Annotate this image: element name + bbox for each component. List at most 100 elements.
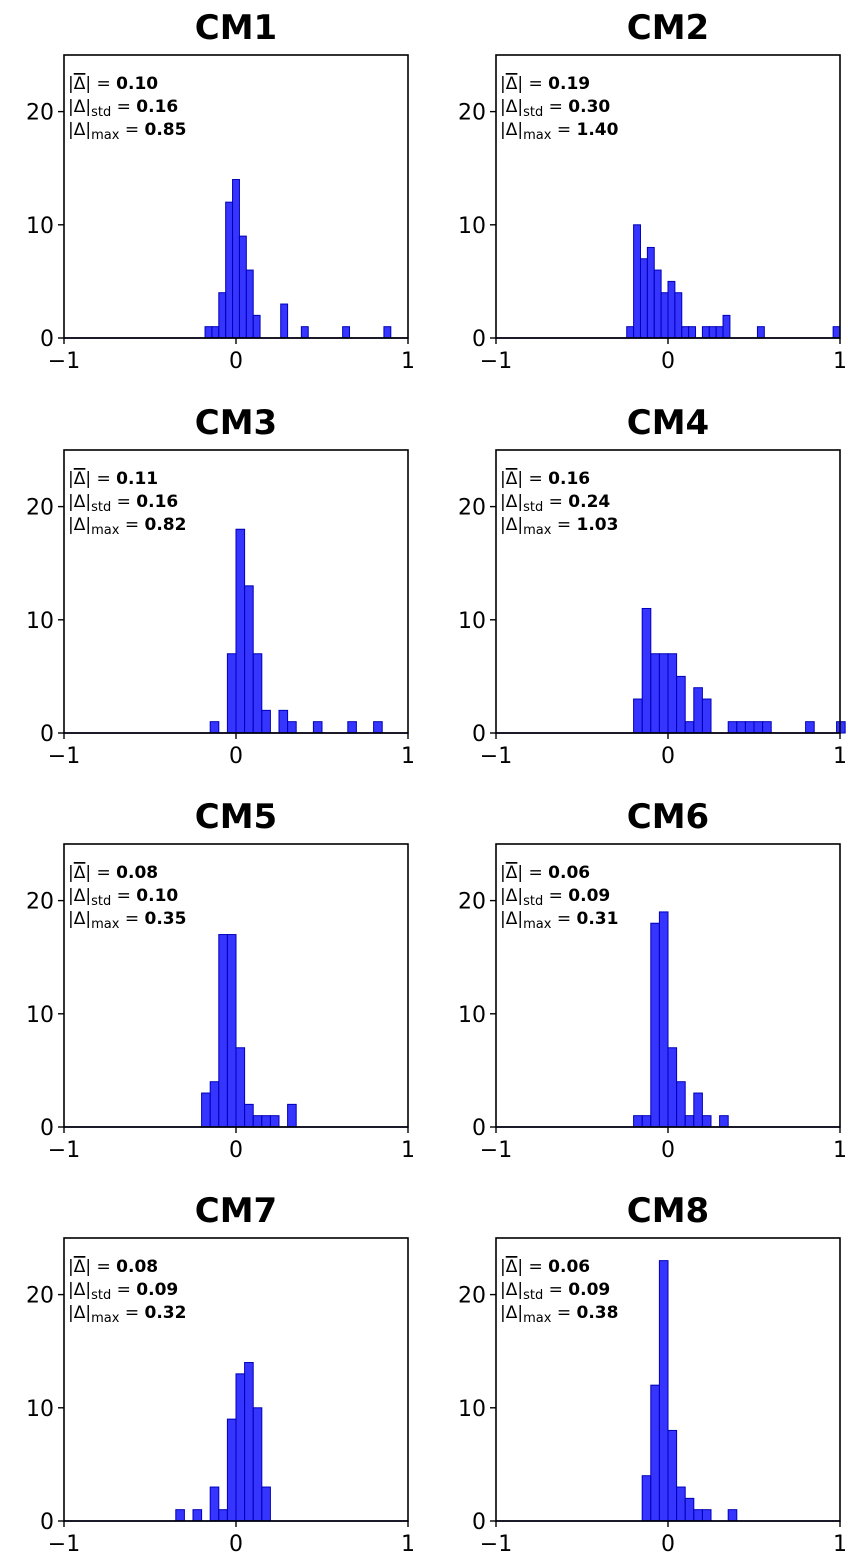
histogram-bar bbox=[688, 326, 697, 339]
x-tick-label: 1 bbox=[401, 744, 415, 769]
stat-std: |Δ|std = 0.16 bbox=[68, 492, 178, 515]
stat-std-value: 0.24 bbox=[568, 492, 610, 512]
histogram-bar bbox=[681, 326, 690, 339]
x-tick-label: 0 bbox=[661, 744, 675, 769]
stat-mean-value: 0.06 bbox=[548, 863, 590, 883]
x-tick-label: 0 bbox=[229, 1138, 243, 1163]
y-tick-label: 0 bbox=[472, 327, 486, 352]
stat-max: |Δ|max = 0.35 bbox=[68, 909, 186, 932]
stat-std: |Δ|std = 0.09 bbox=[500, 886, 610, 909]
histogram-bar bbox=[252, 314, 261, 339]
y-tick-label: 20 bbox=[26, 1284, 54, 1309]
histogram-bar bbox=[650, 653, 660, 734]
histogram-bar bbox=[646, 246, 655, 339]
y-tick-label: 20 bbox=[458, 496, 486, 521]
histogram-bar bbox=[218, 292, 227, 339]
histogram-bar bbox=[832, 326, 841, 339]
histogram-bar bbox=[660, 292, 669, 339]
stat-max: |Δ|max = 0.31 bbox=[500, 909, 618, 932]
histogram-bar bbox=[287, 1103, 297, 1128]
histogram-bar bbox=[753, 721, 764, 734]
histogram-bar bbox=[727, 1509, 738, 1522]
histogram-bar bbox=[204, 326, 213, 339]
histogram-bar bbox=[650, 922, 660, 1128]
histogram-bar bbox=[209, 1486, 220, 1522]
histogram-bar bbox=[641, 607, 652, 734]
y-tick-label: 20 bbox=[458, 101, 486, 126]
x-tick-label: 1 bbox=[401, 1532, 415, 1557]
histogram-bar bbox=[278, 709, 289, 734]
y-tick-label: 0 bbox=[472, 1116, 486, 1141]
stat-max-value: 0.38 bbox=[577, 1303, 619, 1323]
stat-mean: |Δ| = 0.10 bbox=[68, 74, 158, 94]
subplot-title: CM1 bbox=[195, 8, 277, 48]
stats-annotation: |Δ| = 0.10 |Δ|std = 0.16|Δ|max = 0.85 bbox=[68, 74, 186, 143]
stat-std: |Δ|std = 0.16 bbox=[68, 97, 178, 120]
stat-mean-value: 0.08 bbox=[116, 863, 158, 883]
stat-max: |Δ|max = 0.32 bbox=[68, 1303, 186, 1326]
histogram-bar bbox=[719, 1115, 729, 1128]
histogram-bar bbox=[676, 1486, 686, 1522]
x-tick-label: −1 bbox=[480, 1138, 512, 1163]
histogram-bar bbox=[218, 1509, 228, 1522]
stat-max-value: 0.85 bbox=[145, 120, 187, 140]
histogram-bar bbox=[312, 721, 323, 734]
stats-annotation: |Δ| = 0.11 |Δ|std = 0.16|Δ|max = 0.82 bbox=[68, 469, 186, 538]
histogram-bar bbox=[244, 1103, 254, 1128]
histogram-bar bbox=[736, 721, 746, 734]
histogram-bar bbox=[684, 1115, 695, 1128]
stat-mean-value: 0.16 bbox=[548, 469, 590, 489]
histogram-bar bbox=[701, 326, 710, 339]
histogram-bar bbox=[693, 687, 703, 734]
stat-max: |Δ|max = 0.82 bbox=[68, 515, 186, 538]
histogram-bar bbox=[244, 585, 254, 734]
histogram-bar bbox=[235, 1047, 246, 1128]
stat-max: |Δ|max = 0.38 bbox=[500, 1303, 618, 1326]
histogram-bar bbox=[226, 934, 237, 1128]
stats-annotation: |Δ| = 0.19 |Δ|std = 0.30|Δ|max = 1.40 bbox=[500, 74, 619, 143]
histogram-bar bbox=[342, 326, 351, 339]
histogram-bar bbox=[658, 653, 669, 734]
stat-mean: |Δ| = 0.19 bbox=[500, 74, 590, 94]
stat-mean-value: 0.11 bbox=[116, 469, 158, 489]
x-tick-label: 1 bbox=[833, 1138, 847, 1163]
x-tick-label: 1 bbox=[833, 349, 847, 374]
histogram-bar bbox=[626, 326, 635, 339]
stat-max-value: 0.82 bbox=[145, 515, 187, 535]
histogram-bar bbox=[383, 326, 392, 339]
subplot-title: CM6 bbox=[627, 797, 709, 837]
x-tick-label: 0 bbox=[229, 349, 243, 374]
histogram-bar bbox=[722, 314, 731, 339]
y-tick-label: 10 bbox=[458, 214, 486, 239]
x-tick-label: 0 bbox=[661, 1532, 675, 1557]
histogram-bar bbox=[836, 721, 846, 734]
y-tick-label: 0 bbox=[40, 327, 54, 352]
x-tick-label: 0 bbox=[229, 744, 243, 769]
stat-std: |Δ|std = 0.30 bbox=[500, 97, 610, 120]
stat-mean-value: 0.19 bbox=[548, 74, 590, 94]
y-tick-label: 0 bbox=[40, 1116, 54, 1141]
x-tick-label: 0 bbox=[661, 1138, 675, 1163]
stat-max: |Δ|max = 1.03 bbox=[500, 515, 618, 538]
histogram-bar bbox=[701, 698, 712, 734]
subplot-title: CM5 bbox=[195, 797, 277, 837]
stat-max-value: 0.32 bbox=[145, 1303, 187, 1323]
histogram-bar bbox=[235, 1373, 246, 1522]
stats-annotation: |Δ| = 0.06 |Δ|std = 0.09|Δ|max = 0.38 bbox=[500, 1257, 618, 1326]
x-tick-label: −1 bbox=[480, 744, 512, 769]
stats-annotation: |Δ| = 0.08 |Δ|std = 0.09|Δ|max = 0.32 bbox=[68, 1257, 186, 1326]
histogram-bar bbox=[701, 1115, 712, 1128]
histogram-bar bbox=[232, 179, 240, 339]
stat-mean: |Δ| = 0.06 bbox=[500, 863, 590, 883]
histogram-bar bbox=[347, 721, 357, 734]
histogram-bar bbox=[287, 721, 297, 734]
histogram-bar bbox=[667, 1429, 678, 1522]
histogram-bar bbox=[701, 1509, 712, 1522]
subplot-title: CM8 bbox=[627, 1191, 709, 1231]
histogram-bar bbox=[261, 1486, 271, 1522]
